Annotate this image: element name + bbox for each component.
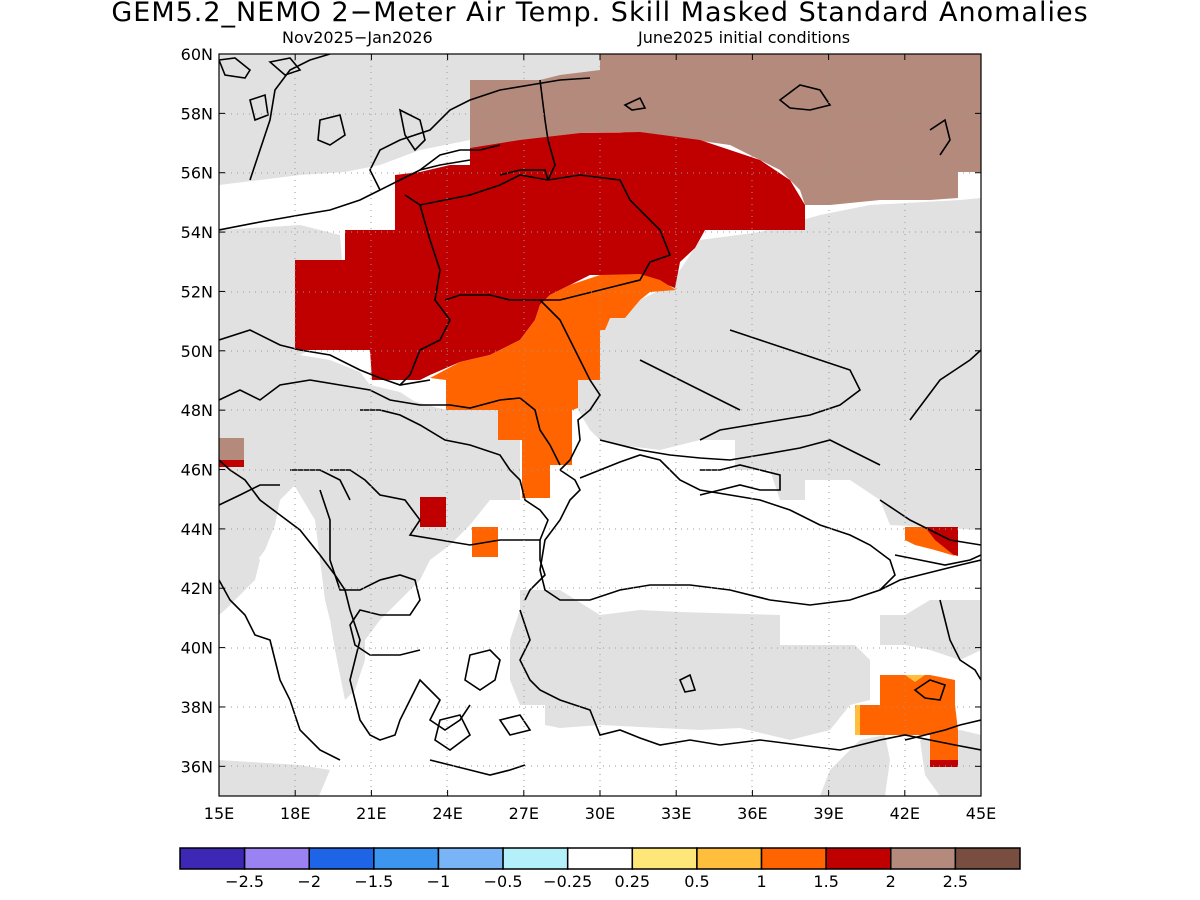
lon-tick-label: 45E	[966, 804, 996, 823]
lon-tick-label: 15E	[204, 804, 234, 823]
colorbar-swatch	[437, 847, 504, 870]
lat-tick-label: 48N	[181, 401, 213, 420]
lat-tick-label: 54N	[181, 223, 213, 242]
colorbar-swatch	[243, 847, 310, 870]
lon-tick-label: 39E	[813, 804, 843, 823]
lon-tick-label: 42E	[890, 804, 920, 823]
colorbar-swatch	[825, 847, 892, 870]
boundaries	[219, 54, 981, 776]
colorbar-swatch	[696, 847, 763, 870]
lat-tick-label: 40N	[181, 639, 213, 658]
anomaly-light-orange	[855, 675, 925, 735]
colorbar-swatch	[890, 847, 957, 870]
colorbar-swatch	[179, 847, 246, 870]
initial-conditions: June2025 initial conditions	[638, 28, 851, 47]
lat-tick-label: 58N	[181, 104, 213, 123]
colorbar-label: 0.25	[614, 872, 650, 891]
lat-tick-label: 38N	[181, 698, 213, 717]
latitude-axis: 36N 38N 40N 42N 44N 46N 48N 50N 52N 54N 56N 58N 60N	[181, 45, 981, 776]
lon-tick-label: 27E	[509, 804, 539, 823]
colorbar-label: −1.5	[354, 872, 393, 891]
colorbar-label: −0.5	[484, 872, 523, 891]
colorbar-swatch	[760, 847, 827, 870]
colorbar-label: 1	[756, 872, 766, 891]
colorbar-swatch	[631, 847, 698, 870]
anomaly-orange	[430, 274, 958, 760]
lon-tick-label: 36E	[737, 804, 767, 823]
lat-tick-label: 44N	[181, 520, 213, 539]
lat-tick-label: 50N	[181, 342, 213, 361]
lat-tick-label: 36N	[181, 757, 213, 776]
lat-tick-label: 42N	[181, 579, 213, 598]
colorbar-label: −0.25	[543, 872, 592, 891]
lat-tick-label: 46N	[181, 461, 213, 480]
colorbar-swatch	[308, 847, 375, 870]
lon-tick-label: 21E	[356, 804, 386, 823]
lon-tick-label: 30E	[585, 804, 615, 823]
colorbar-swatch	[373, 847, 440, 870]
lat-tick-label: 56N	[181, 164, 213, 183]
colorbar-label: −1	[427, 872, 451, 891]
colorbar-swatch	[954, 847, 1021, 870]
colorbar-label: 0.5	[684, 872, 709, 891]
colorbar-swatch	[502, 847, 569, 870]
lon-tick-label: 18E	[280, 804, 310, 823]
lat-tick-label: 60N	[181, 45, 213, 64]
lat-tick-label: 52N	[181, 282, 213, 301]
lon-tick-label: 24E	[432, 804, 462, 823]
lon-tick-label: 33E	[661, 804, 691, 823]
colorbar-label: −2	[297, 872, 321, 891]
colorbar-label: 1.5	[813, 872, 838, 891]
colorbar-label: 2	[886, 872, 896, 891]
longitude-axis: 15E 18E 21E 24E 27E 30E 33E 36E 39E 42E 45E	[204, 54, 996, 823]
colorbar-swatch	[566, 847, 634, 870]
colorbar-label: −2.5	[225, 872, 264, 891]
map-canvas	[219, 54, 981, 796]
colorbar-label: 2.5	[943, 872, 968, 891]
graticule	[219, 54, 981, 796]
map-title: GEM5.2_NEMO 2−Meter Air Temp. Skill Mask…	[111, 0, 1089, 28]
forecast-period: Nov2025−Jan2026	[282, 28, 433, 47]
colorbar: −2.5 −2 −1.5 −1 −0.5 −0.25 0.25 0.5 1 1.5 2 2.5	[179, 847, 1021, 891]
